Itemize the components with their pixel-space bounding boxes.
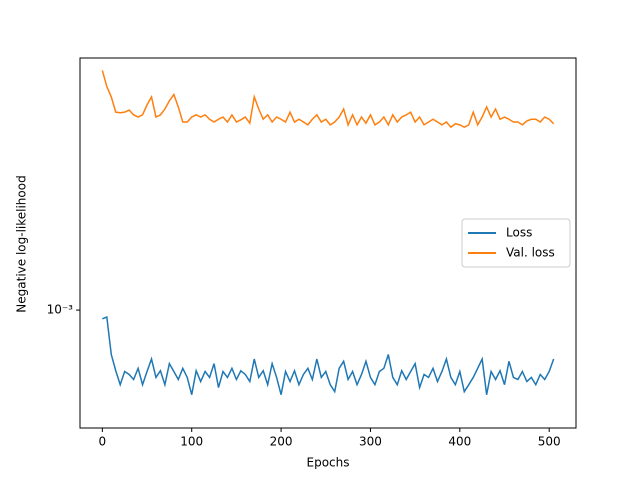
plot-frame bbox=[79, 57, 577, 429]
x-tick-label: 200 bbox=[270, 435, 293, 449]
legend-box bbox=[461, 218, 571, 268]
x-tick-label: 0 bbox=[99, 435, 107, 449]
legend-label: Loss bbox=[506, 226, 532, 240]
x-tick-label: 300 bbox=[359, 435, 382, 449]
series-line bbox=[101, 70, 555, 129]
legend: Loss Val. loss bbox=[461, 218, 571, 268]
x-tick-label: 500 bbox=[538, 435, 561, 449]
x-tick-label: 100 bbox=[180, 435, 203, 449]
y-axis-label: Negative log-likelihood bbox=[15, 175, 29, 312]
x-tick-label: 400 bbox=[448, 435, 471, 449]
legend-label: Val. loss bbox=[506, 246, 555, 260]
x-axis-label: Epochs bbox=[307, 456, 350, 470]
y-tick-label: 10⁻³ bbox=[47, 303, 74, 317]
series-line bbox=[102, 315, 555, 395]
